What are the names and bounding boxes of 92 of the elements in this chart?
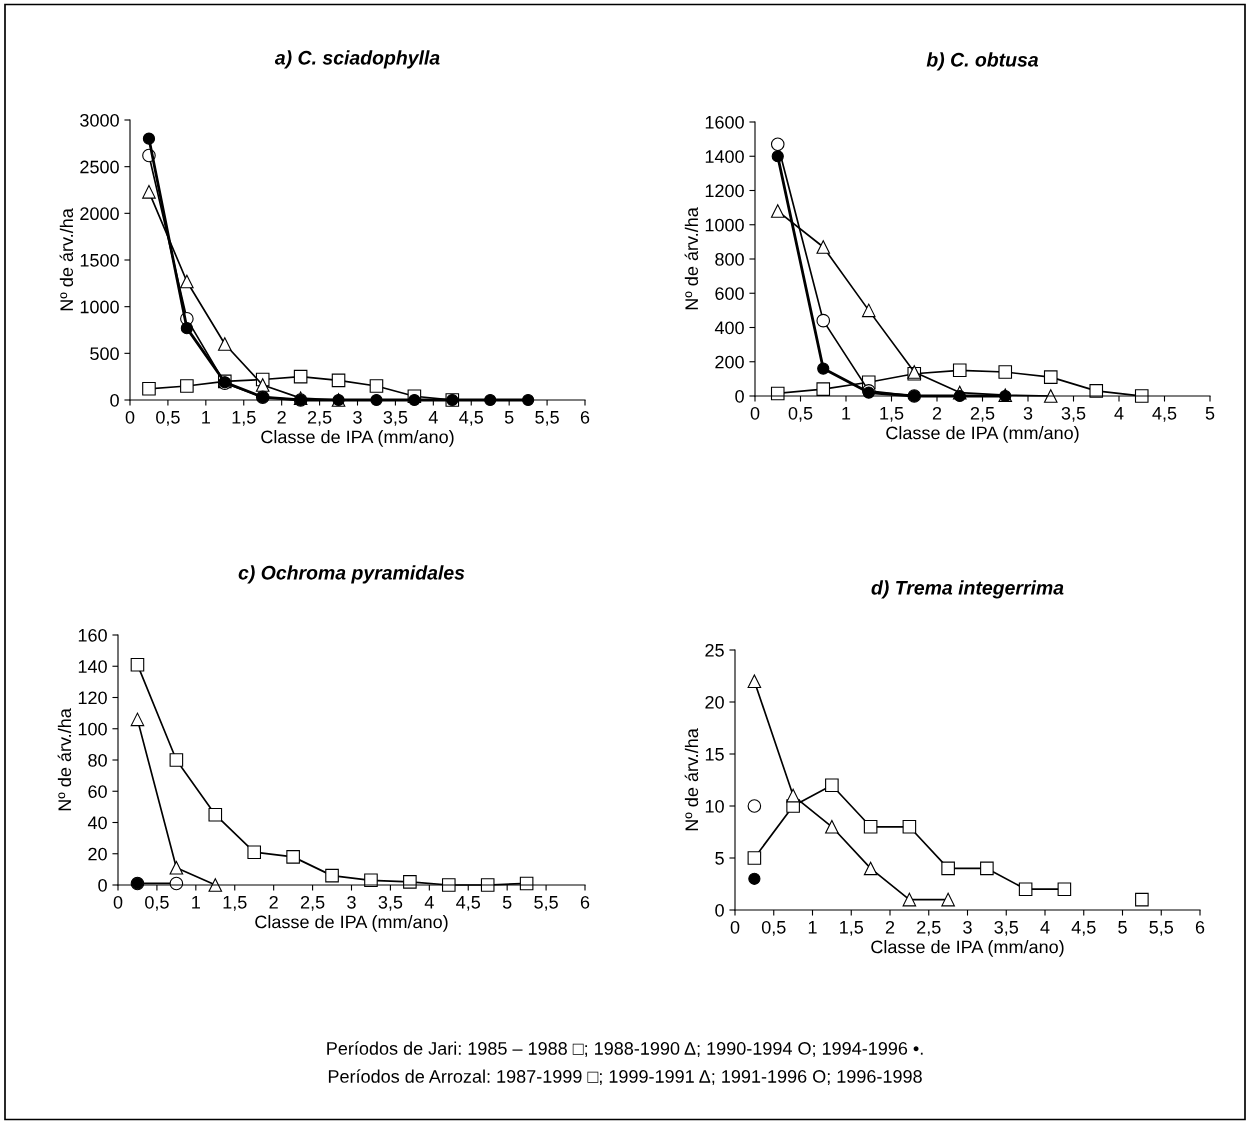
x-axis-title: Classe de IPA (mm/ano)	[871, 940, 1064, 957]
y-tick-label: 200	[715, 355, 744, 369]
y-tick-label: 5	[715, 852, 724, 865]
y-tick-label: 400	[714, 321, 744, 335]
y-tick-label: 600	[715, 287, 744, 300]
y-tick-label: 20	[705, 695, 724, 709]
y-tick-label: 2000	[80, 207, 119, 221]
x-tick-label: 0,5	[145, 895, 169, 911]
x-tick-label: 0	[125, 410, 135, 424]
x-tick-label: 1,5	[232, 411, 256, 426]
y-tick-label: 800	[715, 252, 744, 266]
y-tick-label: 0	[98, 878, 107, 892]
x-tick-label: 2	[269, 895, 278, 909]
x-tick-label: 6	[580, 895, 590, 909]
x-tick-label: 5	[504, 411, 514, 424]
x-tick-label: 2,5	[307, 410, 332, 426]
x-tick-label: 4,5	[459, 411, 484, 426]
y-tick-label: 120	[78, 691, 107, 705]
text: Períodos de Arrozal: 1987-1999 □; 1999-1991 Δ; 1991-1996 O; 1996-1998	[328, 1069, 922, 1085]
y-axis-title: Nº de árv./ha	[57, 708, 72, 811]
y-tick-label: 25	[705, 643, 724, 657]
x-tick-label: 1,5	[223, 896, 247, 911]
x-tick-label: 0,5	[788, 406, 813, 422]
x-tick-label: 5	[502, 896, 512, 909]
x-tick-label: 5	[1205, 407, 1215, 420]
x-tick-label: 2,5	[300, 895, 325, 911]
x-tick-label: 5,5	[535, 411, 559, 426]
y-tick-label: 0	[735, 389, 744, 403]
y-tick-label: 20	[88, 847, 107, 861]
y-tick-label: 500	[90, 347, 119, 361]
y-axis-title: Nº de árv./ha	[684, 728, 699, 831]
x-tick-label: 4	[1114, 407, 1124, 420]
y-tick-label: 60	[88, 785, 107, 798]
x-tick-label: 3	[353, 410, 362, 424]
x-tick-label: 3,5	[1061, 406, 1086, 422]
chart-title: a) C. sciadophylla	[274, 50, 440, 69]
y-tick-label: 1200	[705, 184, 744, 198]
y-tick-label: 3000	[80, 113, 119, 127]
x-tick-label: 2	[885, 920, 895, 934]
x-tick-label: 0,5	[156, 410, 180, 426]
y-tick-label: 15	[705, 748, 724, 761]
y-tick-label: 1600	[705, 115, 744, 129]
x-tick-label: 4,5	[456, 896, 481, 911]
x-tick-label: 3,5	[383, 410, 408, 426]
x-tick-label: 1	[202, 411, 210, 424]
x-tick-label: 1	[842, 407, 851, 420]
y-axis-title: Nº de árv./ha	[684, 207, 699, 310]
x-axis-title: Classe de IPA (mm/ano)	[255, 915, 448, 932]
x-axis-title: Classe de IPA (mm/ano)	[886, 426, 1079, 443]
x-tick-label: 1	[192, 896, 200, 909]
y-tick-label: 1000	[705, 218, 744, 232]
x-tick-label: 2	[932, 406, 942, 420]
x-tick-label: 5	[1118, 921, 1127, 934]
x-tick-label: 4	[428, 411, 438, 424]
x-tick-label: 1	[808, 921, 817, 934]
y-tick-label: 40	[87, 816, 107, 830]
chart-title: b) C. obtusa	[926, 52, 1039, 71]
y-axis-title: Nº de árv./ha	[59, 208, 74, 311]
x-tick-label: 2,5	[917, 920, 941, 936]
y-tick-label: 1500	[80, 253, 119, 267]
y-tick-label: 1400	[705, 150, 744, 163]
x-tick-label: 4	[424, 896, 434, 909]
y-tick-label: 2500	[80, 160, 119, 174]
x-tick-label: 2,5	[970, 406, 995, 422]
y-tick-label: 160	[78, 628, 107, 642]
chart-title: d) Trema integerrima	[871, 580, 1064, 599]
x-tick-label: 0,5	[761, 920, 786, 936]
x-tick-label: 3,5	[378, 895, 403, 911]
y-tick-label: 140	[78, 660, 107, 673]
y-tick-label: 10	[705, 799, 724, 813]
x-tick-label: 5,5	[534, 896, 558, 911]
x-tick-label: 3,5	[994, 920, 1019, 936]
x-tick-label: 2	[277, 410, 286, 424]
chart-title: c) Ochroma pyramidales	[238, 565, 465, 584]
x-axis-title: Classe de IPA (mm/ano)	[261, 430, 454, 447]
y-tick-label: 1000	[80, 300, 119, 314]
x-tick-label: 4,5	[1071, 921, 1096, 936]
x-tick-label: 6	[1195, 920, 1205, 934]
x-tick-label: 1,5	[840, 921, 864, 936]
x-tick-label: 5,5	[1149, 921, 1174, 936]
y-tick-label: 0	[110, 393, 119, 407]
x-tick-label: 4	[1040, 921, 1050, 934]
y-tick-label: 80	[88, 753, 107, 767]
x-tick-label: 1,5	[880, 407, 904, 422]
y-tick-label: 100	[78, 722, 107, 736]
x-tick-label: 3	[963, 920, 972, 934]
x-tick-label: 3	[1023, 406, 1033, 420]
x-tick-label: 6	[580, 410, 590, 424]
x-tick-label: 0	[750, 406, 760, 420]
text: Períodos de Jari: 1985 – 1988 □; 1988-1990 Δ; 1990-1994 O; 1994-1996 •.	[327, 1041, 923, 1057]
x-tick-label: 3	[347, 895, 356, 909]
x-tick-label: 4,5	[1152, 407, 1177, 422]
